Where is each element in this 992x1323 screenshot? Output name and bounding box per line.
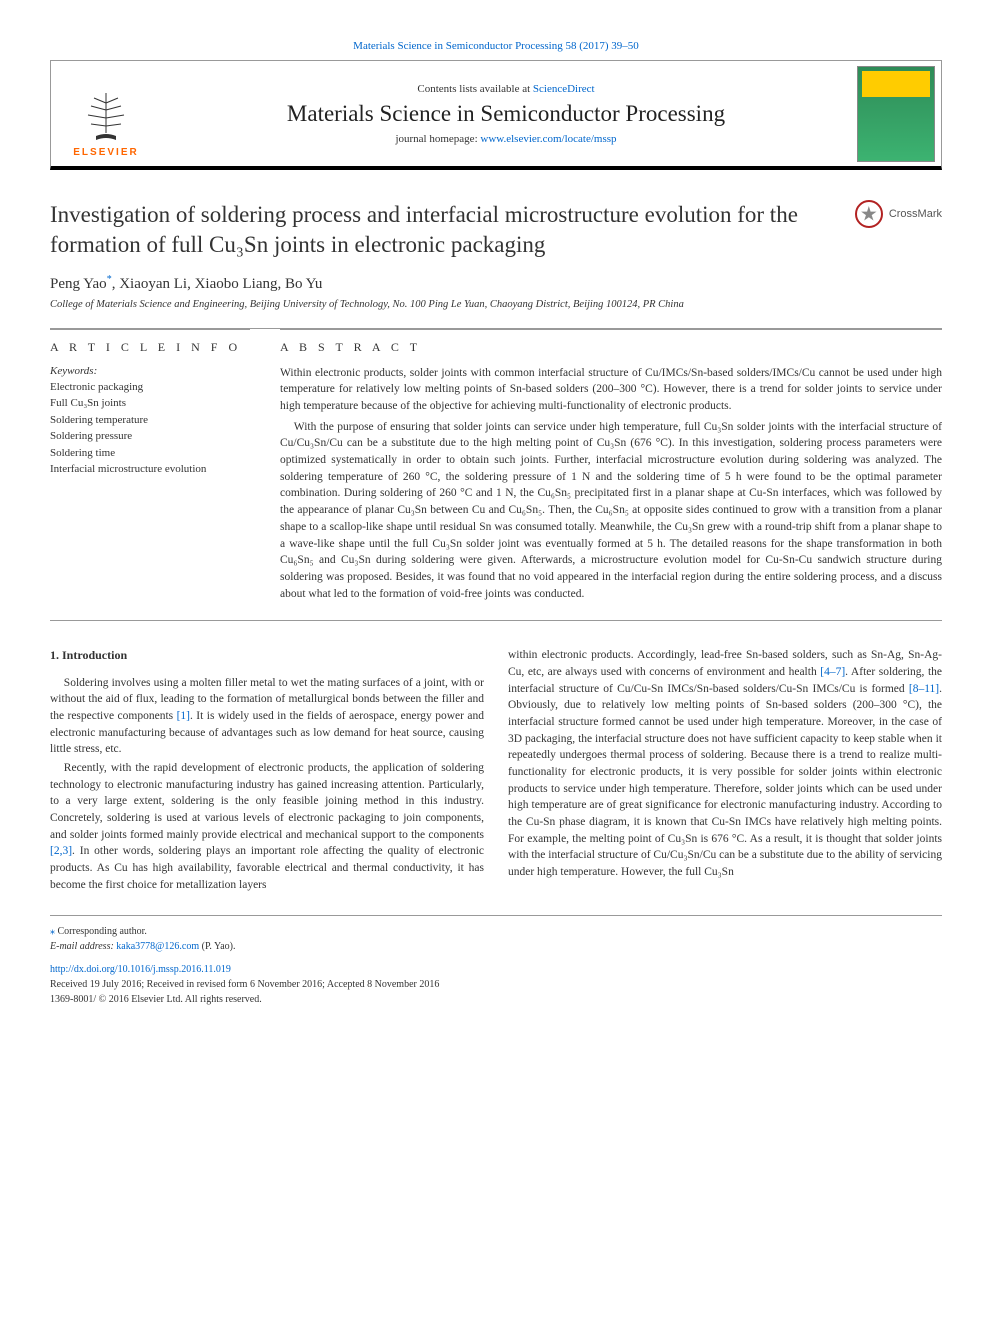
sciencedirect-link[interactable]: ScienceDirect: [533, 83, 595, 95]
author-list: Peng Yao*, Xiaoyan Li, Xiaobo Liang, Bo …: [50, 274, 942, 293]
citation-link[interactable]: Materials Science in Semiconductor Proce…: [353, 40, 639, 52]
body-paragraph: Recently, with the rapid development of …: [50, 760, 484, 893]
masthead-center: Contents lists available at ScienceDirec…: [161, 61, 851, 166]
email-line: E-mail address: kaka3778@126.com (P. Yao…: [50, 939, 942, 954]
keyword-item: Electronic packaging: [50, 379, 250, 396]
citation-link[interactable]: [1]: [177, 710, 190, 722]
keyword-item: Interfacial microstructure evolution: [50, 461, 250, 478]
abstract-heading: A B S T R A C T: [280, 340, 942, 355]
abstract: A B S T R A C T Within electronic produc…: [280, 329, 942, 606]
publisher-name: ELSEVIER: [73, 147, 138, 158]
keyword-item: Soldering pressure: [50, 428, 250, 445]
contents-prefix: Contents lists available at: [417, 83, 532, 95]
journal-cover-image: [857, 66, 935, 162]
keyword-item: Full Cu₃Sn joints: [50, 395, 250, 412]
abstract-p2: With the purpose of ensuring that solder…: [280, 419, 942, 602]
contents-line: Contents lists available at ScienceDirec…: [161, 83, 851, 95]
crossmark-label: CrossMark: [889, 208, 942, 220]
copyright-line: 1369-8001/ © 2016 Elsevier Ltd. All righ…: [50, 992, 942, 1007]
keywords-label: Keywords:: [50, 365, 250, 377]
body-paragraph: Soldering involves using a molten filler…: [50, 675, 484, 758]
doi-line: http://dx.doi.org/10.1016/j.mssp.2016.11…: [50, 962, 942, 977]
article-info: A R T I C L E I N F O Keywords: Electron…: [50, 329, 250, 606]
keyword-item: Soldering time: [50, 445, 250, 462]
abstract-text: Within electronic products, solder joint…: [280, 365, 942, 602]
abstract-p1: Within electronic products, solder joint…: [280, 365, 942, 415]
homepage-link[interactable]: www.elsevier.com/locate/mssp: [480, 133, 616, 145]
received-line: Received 19 July 2016; Received in revis…: [50, 977, 942, 992]
author-primary: Peng Yao: [50, 276, 107, 292]
citation-link[interactable]: [4–7]: [820, 666, 845, 678]
doi-link[interactable]: http://dx.doi.org/10.1016/j.mssp.2016.11…: [50, 964, 231, 975]
crossmark-icon: [855, 200, 883, 228]
info-abstract-block: A R T I C L E I N F O Keywords: Electron…: [50, 328, 942, 621]
keyword-item: Soldering temperature: [50, 412, 250, 429]
article-info-heading: A R T I C L E I N F O: [50, 340, 250, 355]
author-rest: , Xiaoyan Li, Xiaobo Liang, Bo Yu: [112, 276, 323, 292]
journal-name: Materials Science in Semiconductor Proce…: [161, 101, 851, 127]
elsevier-tree-icon: [76, 88, 136, 143]
crossmark-badge[interactable]: CrossMark: [855, 200, 942, 228]
corresponding-author-note: ⁎ Corresponding author.: [50, 924, 942, 939]
publisher-logo-box: ELSEVIER: [51, 61, 161, 166]
homepage-line: journal homepage: www.elsevier.com/locat…: [161, 133, 851, 145]
citation-header: Materials Science in Semiconductor Proce…: [50, 40, 942, 52]
journal-cover-box: [851, 61, 941, 166]
page-footer: ⁎ Corresponding author. E-mail address: …: [50, 915, 942, 1007]
body-column-left: 1. Introduction Soldering involves using…: [50, 647, 484, 895]
article-title: Investigation of soldering process and i…: [50, 200, 835, 260]
body-column-right: within electronic products. Accordingly,…: [508, 647, 942, 895]
email-link[interactable]: kaka3778@126.com: [116, 941, 199, 952]
body-columns: 1. Introduction Soldering involves using…: [50, 647, 942, 895]
section-heading: 1. Introduction: [50, 647, 484, 664]
citation-link[interactable]: [8–11]: [909, 683, 939, 695]
body-paragraph: within electronic products. Accordingly,…: [508, 647, 942, 880]
homepage-prefix: journal homepage:: [395, 133, 480, 145]
journal-masthead: ELSEVIER Contents lists available at Sci…: [50, 60, 942, 170]
affiliation: College of Materials Science and Enginee…: [50, 299, 942, 310]
citation-link[interactable]: [2,3]: [50, 845, 72, 857]
